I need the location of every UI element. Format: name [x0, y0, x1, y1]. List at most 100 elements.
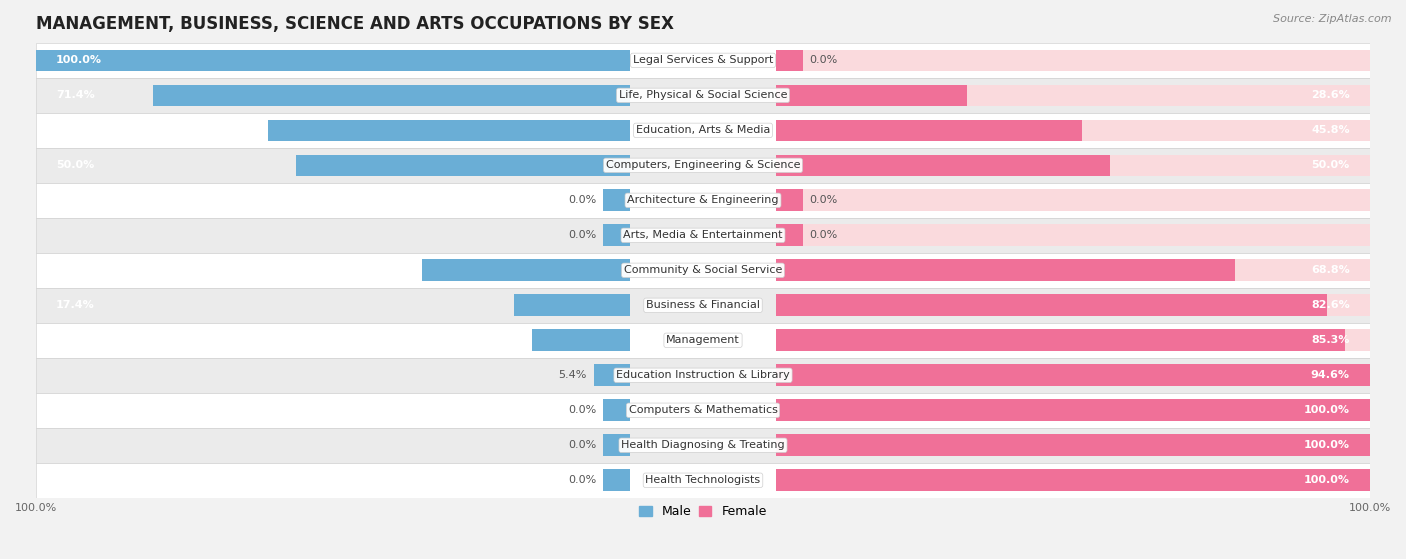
Bar: [37, 183, 1369, 218]
Bar: [37, 463, 1369, 498]
Bar: [776, 225, 1369, 246]
Bar: [37, 428, 1369, 463]
Text: MANAGEMENT, BUSINESS, SCIENCE AND ARTS OCCUPATIONS BY SEX: MANAGEMENT, BUSINESS, SCIENCE AND ARTS O…: [37, 15, 673, 33]
Bar: [0, 190, 37, 211]
Text: 50.0%: 50.0%: [1312, 160, 1350, 170]
Bar: [0, 434, 37, 456]
Text: Architecture & Engineering: Architecture & Engineering: [627, 195, 779, 205]
Text: 54.2%: 54.2%: [56, 125, 94, 135]
Text: 0.0%: 0.0%: [810, 230, 838, 240]
Text: Health Diagnosing & Treating: Health Diagnosing & Treating: [621, 440, 785, 451]
Bar: [531, 329, 630, 351]
Bar: [37, 358, 1369, 393]
Text: 100.0%: 100.0%: [1303, 440, 1350, 451]
Bar: [776, 259, 1369, 281]
Text: Computers & Mathematics: Computers & Mathematics: [628, 405, 778, 415]
Bar: [37, 218, 1369, 253]
Bar: [603, 434, 630, 456]
Bar: [776, 190, 1369, 211]
Text: 68.8%: 68.8%: [1312, 266, 1350, 276]
Text: Arts, Media & Entertainment: Arts, Media & Entertainment: [623, 230, 783, 240]
Bar: [776, 329, 1346, 351]
Bar: [153, 84, 630, 106]
Text: 28.6%: 28.6%: [1312, 91, 1350, 101]
Text: 17.4%: 17.4%: [56, 300, 94, 310]
Bar: [776, 154, 1369, 176]
Bar: [776, 225, 803, 246]
Bar: [0, 400, 37, 421]
Text: Legal Services & Support: Legal Services & Support: [633, 55, 773, 65]
Bar: [776, 434, 1406, 456]
Bar: [776, 120, 1369, 141]
Text: Computers, Engineering & Science: Computers, Engineering & Science: [606, 160, 800, 170]
Bar: [776, 295, 1327, 316]
Text: 0.0%: 0.0%: [568, 405, 596, 415]
Text: 0.0%: 0.0%: [568, 195, 596, 205]
Text: Education, Arts & Media: Education, Arts & Media: [636, 125, 770, 135]
Text: 85.3%: 85.3%: [1312, 335, 1350, 345]
Bar: [776, 50, 803, 71]
Bar: [422, 259, 630, 281]
Bar: [0, 50, 630, 71]
Bar: [776, 50, 1369, 71]
Bar: [776, 295, 1369, 316]
Text: Community & Social Service: Community & Social Service: [624, 266, 782, 276]
Text: 71.4%: 71.4%: [56, 91, 94, 101]
Text: Source: ZipAtlas.com: Source: ZipAtlas.com: [1274, 14, 1392, 24]
Bar: [0, 329, 37, 351]
Bar: [593, 364, 630, 386]
Bar: [0, 470, 37, 491]
Text: Business & Financial: Business & Financial: [645, 300, 761, 310]
Bar: [0, 84, 37, 106]
Bar: [0, 154, 37, 176]
Bar: [776, 400, 1369, 421]
Bar: [37, 113, 1369, 148]
Bar: [776, 84, 1369, 106]
Bar: [776, 470, 1406, 491]
Text: 100.0%: 100.0%: [1303, 405, 1350, 415]
Bar: [0, 259, 37, 281]
Text: 50.0%: 50.0%: [56, 160, 94, 170]
Bar: [0, 120, 37, 141]
Text: 100.0%: 100.0%: [1303, 475, 1350, 485]
Bar: [776, 400, 1406, 421]
Legend: Male, Female: Male, Female: [634, 500, 772, 523]
Text: Education Instruction & Library: Education Instruction & Library: [616, 370, 790, 380]
Bar: [0, 50, 37, 71]
Bar: [776, 259, 1234, 281]
Text: 0.0%: 0.0%: [568, 475, 596, 485]
Bar: [603, 190, 630, 211]
Bar: [0, 295, 37, 316]
Bar: [37, 323, 1369, 358]
Bar: [269, 120, 630, 141]
Bar: [603, 470, 630, 491]
Bar: [776, 364, 1406, 386]
Text: 100.0%: 100.0%: [56, 55, 103, 65]
Text: 0.0%: 0.0%: [810, 55, 838, 65]
Text: 5.4%: 5.4%: [558, 370, 586, 380]
Bar: [37, 43, 1369, 78]
Bar: [776, 329, 1369, 351]
Bar: [0, 364, 37, 386]
Text: Management: Management: [666, 335, 740, 345]
Bar: [37, 288, 1369, 323]
Bar: [776, 120, 1081, 141]
Bar: [603, 225, 630, 246]
Text: 45.8%: 45.8%: [1312, 125, 1350, 135]
Bar: [776, 470, 1369, 491]
Text: Life, Physical & Social Science: Life, Physical & Social Science: [619, 91, 787, 101]
Bar: [37, 253, 1369, 288]
Bar: [0, 225, 37, 246]
Bar: [37, 148, 1369, 183]
Bar: [776, 434, 1369, 456]
Text: Health Technologists: Health Technologists: [645, 475, 761, 485]
Text: 82.6%: 82.6%: [1312, 300, 1350, 310]
Bar: [513, 295, 630, 316]
Text: 0.0%: 0.0%: [810, 195, 838, 205]
Bar: [776, 154, 1109, 176]
Text: 31.2%: 31.2%: [56, 266, 94, 276]
Bar: [37, 393, 1369, 428]
Bar: [297, 154, 630, 176]
Bar: [37, 78, 1369, 113]
Text: 14.7%: 14.7%: [56, 335, 94, 345]
